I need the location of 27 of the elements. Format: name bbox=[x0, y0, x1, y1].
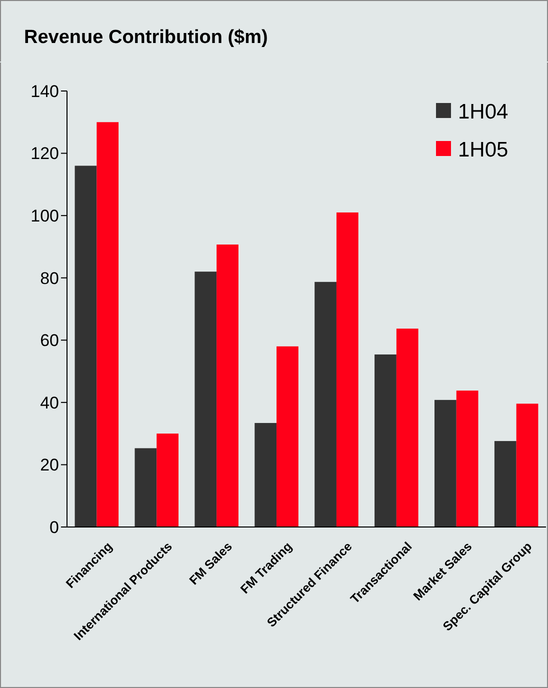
bar bbox=[314, 282, 336, 527]
y-tick-label: 140 bbox=[30, 82, 59, 101]
y-tick-label: 40 bbox=[40, 393, 59, 412]
bar bbox=[434, 400, 456, 527]
chart-title: Revenue Contribution ($m) bbox=[24, 27, 268, 48]
bar bbox=[516, 404, 538, 527]
y-tick-label: 0 bbox=[50, 518, 59, 537]
legend-label: 1H04 bbox=[458, 100, 509, 124]
bar bbox=[336, 212, 358, 527]
bar bbox=[276, 346, 298, 527]
bar bbox=[156, 434, 179, 527]
y-tick-label: 20 bbox=[40, 456, 59, 475]
bar bbox=[216, 244, 238, 527]
bar bbox=[96, 122, 119, 527]
legend-label: 1H05 bbox=[458, 138, 508, 162]
bar bbox=[396, 328, 418, 527]
bar bbox=[254, 422, 277, 527]
bar bbox=[494, 441, 516, 527]
bar bbox=[456, 390, 478, 527]
bar bbox=[194, 272, 217, 527]
y-tick-label: 100 bbox=[30, 206, 59, 226]
bar bbox=[374, 354, 396, 527]
bar bbox=[74, 166, 97, 527]
y-tick-label: 80 bbox=[40, 268, 59, 288]
y-tick-label: 60 bbox=[40, 331, 59, 350]
y-tick-label: 120 bbox=[30, 144, 59, 164]
bar bbox=[134, 448, 157, 527]
